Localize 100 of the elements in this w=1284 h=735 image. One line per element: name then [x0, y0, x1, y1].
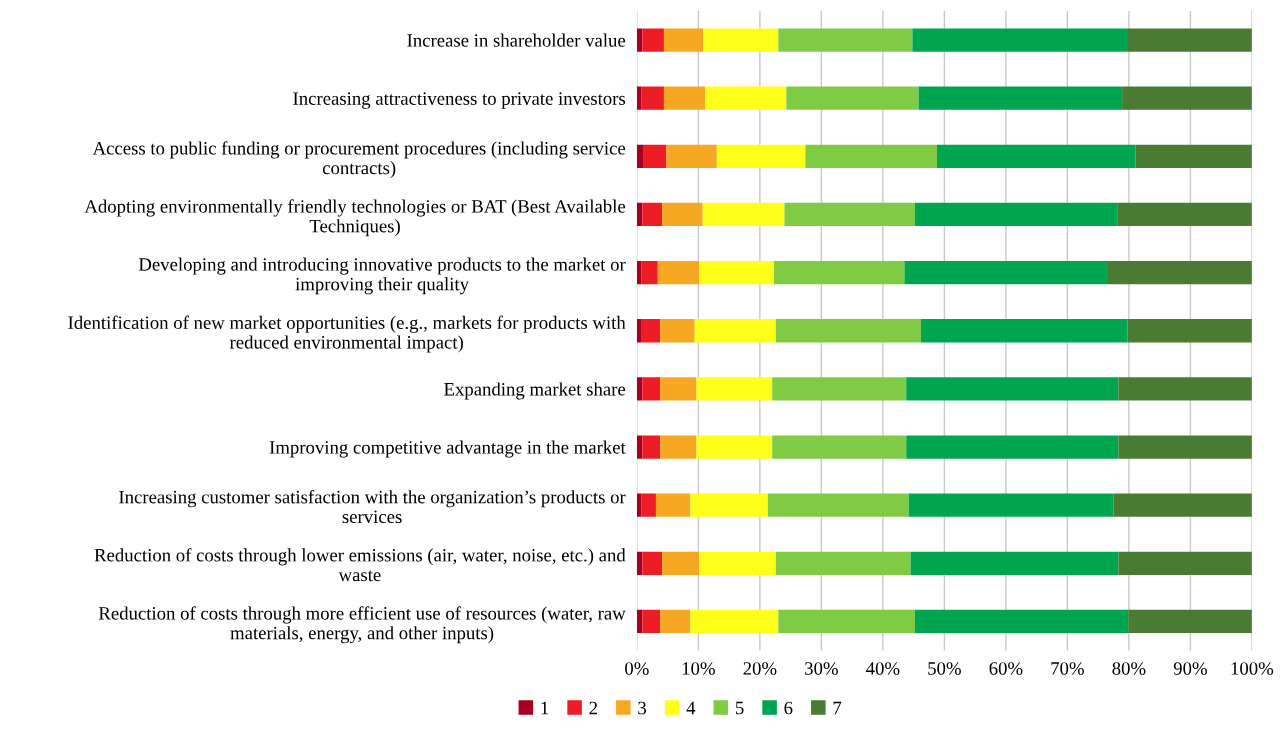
bar	[694, 319, 776, 343]
bar	[1128, 609, 1252, 634]
bar	[1118, 435, 1252, 459]
bar	[698, 551, 776, 575]
bar	[906, 435, 1119, 459]
bar	[662, 551, 699, 575]
bar	[908, 493, 1114, 517]
bar	[636, 435, 643, 459]
bar	[1117, 202, 1252, 227]
bar	[641, 493, 656, 517]
bar	[660, 377, 697, 401]
bar	[642, 377, 661, 401]
bar	[641, 319, 661, 343]
bar	[698, 260, 775, 285]
x-tick-label: 100%	[1231, 662, 1274, 675]
x-tick-label: 10%	[682, 662, 715, 675]
bar	[1135, 144, 1252, 168]
bar	[774, 260, 905, 285]
bar	[641, 260, 658, 285]
x-tick-label: 30%	[805, 662, 838, 675]
bar	[642, 609, 661, 634]
bar	[642, 435, 661, 459]
bar	[906, 377, 1119, 401]
bar	[642, 202, 663, 227]
bar	[778, 28, 913, 52]
bar	[1127, 28, 1252, 52]
legend-label: 1	[541, 701, 549, 715]
bar	[636, 260, 642, 285]
x-tick-label: 90%	[1173, 662, 1207, 675]
bar	[918, 86, 1123, 110]
y-tick-label: Reduction of costs through lower emissions (air, water, noise, etc.) and waste	[94, 548, 626, 582]
bar	[1113, 493, 1252, 517]
bar	[921, 319, 1128, 343]
bar	[690, 609, 779, 634]
x-tick-label: 50%	[928, 662, 961, 675]
bar	[910, 551, 1119, 575]
bar	[642, 28, 664, 52]
legend-label: 4	[686, 701, 696, 715]
y-tick-label: Adopting environmentally friendly technologies or BAT (Best Available Techniques)	[84, 199, 626, 237]
x-tick-label: 40%	[866, 662, 900, 675]
y-tick-label: Identification of new market opportunities (e.g., markets for products with reduced environmental impact)	[68, 315, 626, 353]
legend-label: 7	[833, 701, 842, 715]
bar	[1118, 551, 1252, 575]
y-tick-label: Increasing customer satisfaction with the organization’s products or services	[119, 490, 626, 524]
bar	[636, 319, 642, 343]
bar	[660, 609, 691, 634]
y-tick-label: Increase in shareholder value	[407, 33, 626, 47]
bar	[767, 493, 909, 517]
bar	[660, 319, 695, 343]
bar	[716, 144, 806, 168]
bar	[1127, 319, 1252, 343]
bar	[636, 377, 643, 401]
bar	[690, 493, 768, 517]
bar	[642, 551, 663, 575]
bar	[657, 260, 699, 285]
legend-label: 6	[784, 701, 793, 715]
bar	[775, 551, 911, 575]
bar	[663, 86, 706, 110]
bar	[772, 435, 907, 459]
y-tick-label: Improving competitive advantage in the market	[269, 440, 626, 458]
bar	[914, 609, 1129, 634]
y-tick-label: Developing and introducing innovative products to the market or improving their quality	[138, 257, 626, 295]
y-tick-label: Access to public funding or procurement procedures (including service contracts)	[92, 141, 626, 179]
bar	[636, 493, 642, 517]
bar	[805, 144, 937, 168]
legend-label: 5	[735, 701, 744, 715]
x-tick-label: 80%	[1112, 662, 1146, 675]
bar	[641, 86, 664, 110]
y-tick-label: Expanding market share	[444, 382, 626, 400]
bar	[655, 493, 691, 517]
bar	[904, 260, 1108, 285]
bar	[636, 144, 644, 168]
bar	[636, 86, 642, 110]
legend-label: 3	[638, 701, 647, 715]
bar	[775, 319, 922, 343]
bar	[1118, 377, 1252, 401]
bar	[772, 377, 907, 401]
bar	[696, 377, 773, 401]
bar	[702, 202, 785, 227]
bar	[778, 609, 915, 634]
bar	[1122, 86, 1252, 110]
bar	[1107, 260, 1252, 285]
legend-label: 2	[589, 701, 597, 715]
bar	[937, 144, 1136, 168]
x-tick-label: 60%	[989, 662, 1023, 675]
bar	[643, 144, 667, 168]
x-tick-label: 20%	[743, 662, 777, 675]
x-tick-label: 0%	[625, 662, 649, 675]
bar	[703, 28, 779, 52]
bar	[660, 435, 697, 459]
bar	[663, 28, 704, 52]
bar	[636, 28, 643, 52]
bar	[784, 202, 915, 227]
bar	[912, 28, 1128, 52]
bar	[705, 86, 787, 110]
bar	[914, 202, 1118, 227]
y-tick-label: Reduction of costs through more efficient use of resources (water, raw materials, energy, and other inputs)	[98, 606, 626, 644]
y-tick-label: Increasing attractiveness to private investors	[293, 92, 626, 109]
bar	[666, 144, 717, 168]
bar	[696, 435, 773, 459]
